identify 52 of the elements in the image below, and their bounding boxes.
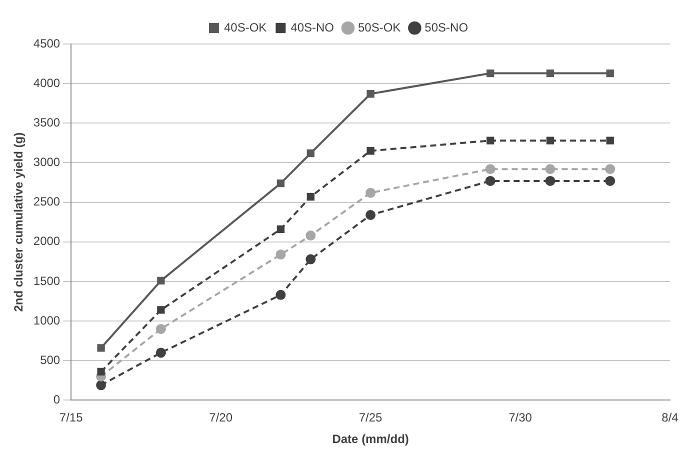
y-axis-title: 2nd cluster cumulative yield (g) bbox=[12, 132, 26, 312]
point bbox=[306, 192, 314, 201]
point bbox=[157, 306, 165, 314]
point bbox=[545, 164, 556, 174]
point bbox=[486, 136, 494, 144]
point bbox=[306, 149, 314, 158]
y-tick-label: 4500 bbox=[33, 36, 60, 50]
point bbox=[156, 348, 166, 358]
point bbox=[605, 164, 616, 174]
point bbox=[485, 176, 496, 186]
point bbox=[605, 176, 616, 186]
x-tick-label: 7/30 bbox=[508, 410, 532, 425]
point bbox=[96, 380, 106, 390]
x-tick-label: 8/4 bbox=[662, 410, 679, 425]
point bbox=[276, 225, 285, 234]
point bbox=[97, 368, 105, 376]
point bbox=[546, 136, 554, 144]
point bbox=[546, 69, 554, 78]
x-tick-label: 7/20 bbox=[209, 410, 233, 425]
point bbox=[306, 254, 316, 264]
y-tick-label: 3000 bbox=[33, 155, 60, 170]
y-tick-label: 2000 bbox=[33, 234, 60, 248]
legend-label: 40S-OK bbox=[224, 20, 267, 34]
point bbox=[276, 250, 286, 260]
y-tick-label: 0 bbox=[53, 392, 60, 407]
y-tick-label: 4000 bbox=[33, 76, 60, 90]
point bbox=[545, 176, 556, 186]
point bbox=[156, 324, 166, 334]
y-tick-label: 1500 bbox=[33, 274, 60, 288]
point bbox=[366, 147, 374, 155]
x-axis-title: Date (mm/dd) bbox=[332, 432, 409, 446]
point bbox=[606, 136, 614, 144]
y-tick-label: 1000 bbox=[33, 313, 60, 328]
point bbox=[366, 188, 376, 198]
point bbox=[97, 344, 105, 352]
point bbox=[276, 179, 285, 188]
x-tick-label: 7/25 bbox=[358, 410, 383, 425]
x-tick-label: 7/15 bbox=[59, 410, 84, 425]
y-tick-label: 500 bbox=[40, 352, 60, 367]
point bbox=[366, 90, 374, 98]
point bbox=[366, 210, 376, 220]
point bbox=[606, 69, 614, 78]
point bbox=[486, 69, 494, 78]
point bbox=[157, 276, 165, 285]
point bbox=[276, 290, 286, 300]
point bbox=[306, 230, 316, 241]
legend-label: 50S-NO bbox=[424, 20, 468, 34]
legend-label: 40S-NO bbox=[290, 20, 334, 34]
y-tick-label: 3500 bbox=[33, 115, 60, 130]
y-tick-label: 2500 bbox=[33, 194, 60, 209]
legend-label: 50S-OK bbox=[358, 20, 401, 34]
point bbox=[485, 164, 496, 174]
